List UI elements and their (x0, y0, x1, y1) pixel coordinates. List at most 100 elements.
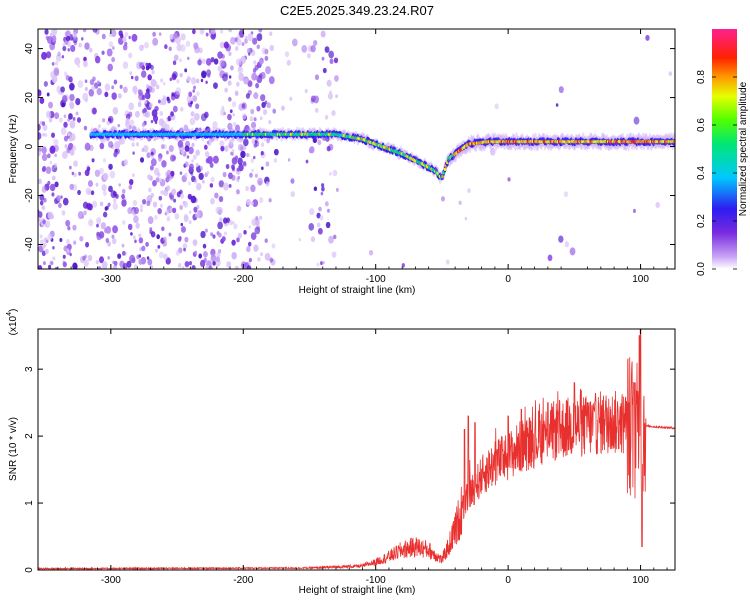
heatmap-cell (84, 42, 89, 49)
spectrogram-x-tick-label: -300 (101, 274, 121, 285)
heatmap-cell (158, 156, 162, 161)
heatmap-cell (200, 231, 205, 238)
heatmap-cell (269, 258, 273, 263)
heatmap-cell (325, 46, 330, 53)
heatmap-cell (191, 196, 197, 204)
heatmap-cell (231, 252, 236, 260)
heatmap-cell (152, 38, 158, 46)
heatmap-cell (57, 51, 61, 56)
heatmap-cell (321, 192, 324, 196)
heatmap-cell (192, 29, 196, 34)
heatmap-cell (63, 198, 69, 206)
heatmap-cell (247, 265, 252, 271)
heatmap-cell (441, 196, 445, 201)
heatmap-cell (122, 251, 126, 256)
heatmap-cell (97, 88, 102, 95)
heatmap-cell (246, 93, 250, 99)
heatmap-cell (85, 242, 89, 248)
heatmap-cell (124, 42, 127, 46)
heatmap-cell (130, 119, 134, 125)
heatmap-cell (205, 229, 208, 233)
heatmap-cell (113, 265, 118, 271)
heatmap-cell (192, 143, 195, 147)
heatmap-cell (121, 194, 125, 199)
heatmap-cell (205, 81, 208, 84)
snr-x-tick-label: -300 (101, 575, 121, 586)
heatmap-cell (289, 97, 292, 101)
heatmap-cell (73, 160, 78, 166)
heatmap-cell (188, 181, 191, 185)
heatmap-cell (236, 82, 240, 87)
heatmap-cell (169, 145, 174, 152)
heatmap-cell (139, 254, 142, 258)
heatmap-cell (70, 103, 75, 110)
heatmap-cell (163, 189, 168, 196)
heatmap-cell (265, 66, 271, 74)
heatmap-cell (178, 263, 182, 268)
heatmap-cell (184, 214, 188, 220)
heatmap-cell (131, 76, 134, 80)
heatmap-cell (251, 158, 254, 163)
heatmap-cell (235, 46, 238, 51)
heatmap-cell (47, 181, 50, 185)
heatmap-cell (214, 192, 218, 198)
heatmap-cell (125, 32, 129, 37)
heatmap-cell (78, 43, 81, 48)
heatmap-cell (255, 216, 258, 220)
heatmap-cell (281, 106, 285, 111)
heatmap-cell (228, 27, 232, 33)
heatmap-cell (170, 111, 174, 116)
heatmap-cell (75, 98, 80, 105)
heatmap-cell (133, 235, 136, 239)
colorbar-tick-label: 0.4 (696, 166, 707, 180)
heatmap-cell (81, 215, 84, 219)
heatmap-cell (134, 207, 139, 214)
spectrogram-x-label: Height of straight line (km) (299, 285, 416, 296)
heatmap-cell (44, 29, 48, 35)
heatmap-cell (41, 205, 44, 209)
heatmap-cell (223, 183, 229, 191)
heatmap-cell (61, 92, 63, 95)
heatmap-cell (258, 27, 262, 32)
heatmap-cell (96, 217, 101, 224)
heatmap-cell (108, 164, 113, 170)
heatmap-cell (120, 85, 123, 89)
heatmap-cell (193, 154, 197, 159)
heatmap-cell (42, 153, 48, 161)
heatmap-cell (248, 242, 252, 247)
heatmap-cell (565, 241, 569, 247)
heatmap-cell (265, 56, 269, 61)
heatmap-cell (242, 113, 247, 119)
heatmap-cell (163, 82, 166, 86)
heatmap-cell (335, 94, 338, 98)
heatmap-cell (251, 232, 257, 240)
heatmap-cell (114, 80, 118, 85)
heatmap-cell (206, 33, 209, 37)
heatmap-cell (43, 261, 46, 265)
heatmap-cell (100, 202, 103, 207)
heatmap-cell (244, 78, 249, 85)
snr-x-tick-label: 0 (505, 575, 511, 586)
heatmap-cell (213, 156, 219, 164)
heatmap-cell (179, 58, 182, 62)
heatmap-cell (369, 250, 373, 256)
heatmap-cell (219, 196, 223, 202)
heatmap-cell (153, 80, 158, 87)
heatmap-cell (166, 151, 169, 155)
heatmap-cell (250, 109, 254, 114)
heatmap-cell (176, 250, 180, 256)
heatmap-cell (123, 263, 128, 269)
heatmap-cell (319, 215, 323, 220)
heatmap-cell (66, 248, 69, 252)
heatmap-cell (130, 232, 133, 236)
heatmap-cell (165, 209, 169, 214)
heatmap-cell (145, 63, 148, 67)
heatmap-cell (50, 261, 53, 266)
heatmap-cell (47, 36, 53, 44)
heatmap-cell (54, 163, 58, 168)
heatmap-cell (67, 133, 70, 137)
heatmap-cell (206, 58, 212, 66)
heatmap-cell (161, 226, 164, 231)
heatmap-cell (330, 59, 334, 64)
heatmap-cell (171, 188, 176, 195)
